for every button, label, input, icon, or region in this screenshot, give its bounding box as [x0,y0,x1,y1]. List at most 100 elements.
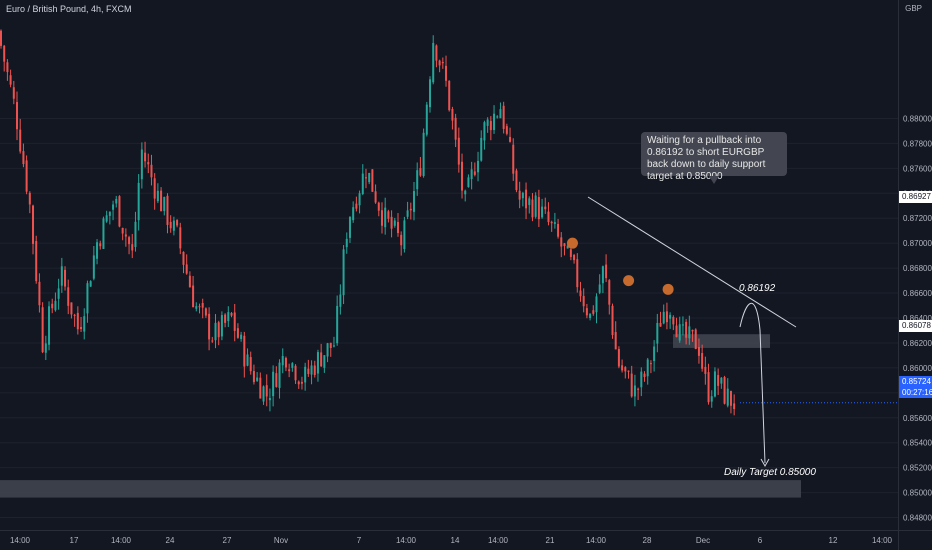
candle-body [99,243,102,247]
swing-high-marker [623,275,635,287]
time-tick-label: Dec [696,536,710,545]
level-price-badge: 0.86078 [899,320,932,332]
candle-body [473,171,476,175]
candle-body [525,189,528,209]
candle-body [89,281,92,287]
candle-body [656,322,659,344]
candle-body [432,42,435,83]
candle-body [240,334,243,339]
candle-body [688,326,691,339]
daily-target-label: Daily Target 0.85000 [724,467,816,478]
candle-body [243,335,246,367]
candle-body [643,373,646,378]
candle-body [217,322,220,338]
time-tick-label: 14:00 [488,536,509,545]
candle-body [566,245,569,249]
price-tick-label: 0.85000 [903,489,932,498]
projection-arrowhead [760,458,770,468]
candle-body [380,210,383,226]
candle-body [41,307,44,353]
candle-body [92,255,95,279]
candle-body [493,113,496,130]
candle-body [3,45,6,62]
candle-body [403,220,406,249]
candle-body [409,208,412,211]
candle-body [211,340,214,342]
candle-body [137,182,140,221]
candle-body [685,321,688,338]
candle-body [461,161,464,191]
candle-body [707,372,710,403]
swing-high-marker [662,283,674,295]
candle-body [115,198,118,204]
candle-body [435,45,438,61]
descending-trendline [587,196,797,328]
candle-body [646,359,649,377]
candle-body [73,314,76,316]
candle-body [733,403,736,410]
candle-body [579,290,582,297]
candle-body [624,367,627,372]
candle-body [208,313,211,340]
candle-body [102,218,105,249]
candle-body [531,199,534,218]
candle-body [611,305,614,336]
candle-body [128,237,131,245]
candle-body [483,122,486,141]
candle-body [124,234,127,237]
candle-body [38,281,41,306]
candle-body [230,313,233,316]
grid [0,117,898,519]
candle-body [310,365,313,375]
candle-body [275,373,278,387]
candle-body [185,264,188,274]
candle-body [681,324,684,326]
candle-body [233,312,236,331]
candle-body [307,368,310,375]
candle-body [710,396,713,402]
candle-body [451,109,454,121]
candle-body [563,243,566,247]
candle-body [12,87,15,99]
candle-body [35,241,38,282]
candle-body [288,369,291,372]
candle-body [131,244,134,251]
candle-body [297,381,300,385]
candle-body [54,300,57,311]
candle-body [425,104,428,135]
candle-body [576,259,579,288]
candle-body [371,169,374,192]
candle-body [477,160,480,173]
candle-body [281,356,284,366]
candle-body [22,151,25,165]
candle-body [249,357,252,372]
candle-body [467,177,470,188]
note-callout[interactable]: Waiting for a pullback into 0.86192 to s… [641,132,787,182]
candle-body [220,315,223,337]
candle-body [486,119,489,126]
candle-body [694,329,697,350]
candle-body [518,190,521,200]
symbol-title: Euro / British Pound, 4h, FXCM [6,4,132,14]
candle-body [121,227,124,234]
time-tick-label: 14:00 [872,536,893,545]
time-tick-label: 21 [546,536,555,545]
candle-body [355,203,358,209]
candle-body [672,316,675,325]
price-tick-label: 0.85200 [903,464,932,473]
candle-body [227,312,230,322]
time-tick-label: Nov [274,536,288,545]
projection-path [739,302,766,464]
candle-body [512,144,515,174]
candle-body [729,390,732,406]
time-tick-label: 14:00 [10,536,31,545]
time-axis: 14:00 17 14:00 24 27 Nov 7 14:00 14 14:00 21 14:00 2… [0,530,932,545]
candle-body [470,169,473,180]
candle-body [390,216,393,229]
candle-body [480,137,483,161]
candle-body [557,223,560,237]
candle-body [406,210,409,217]
drawings [566,196,898,468]
candle-body [153,178,156,199]
